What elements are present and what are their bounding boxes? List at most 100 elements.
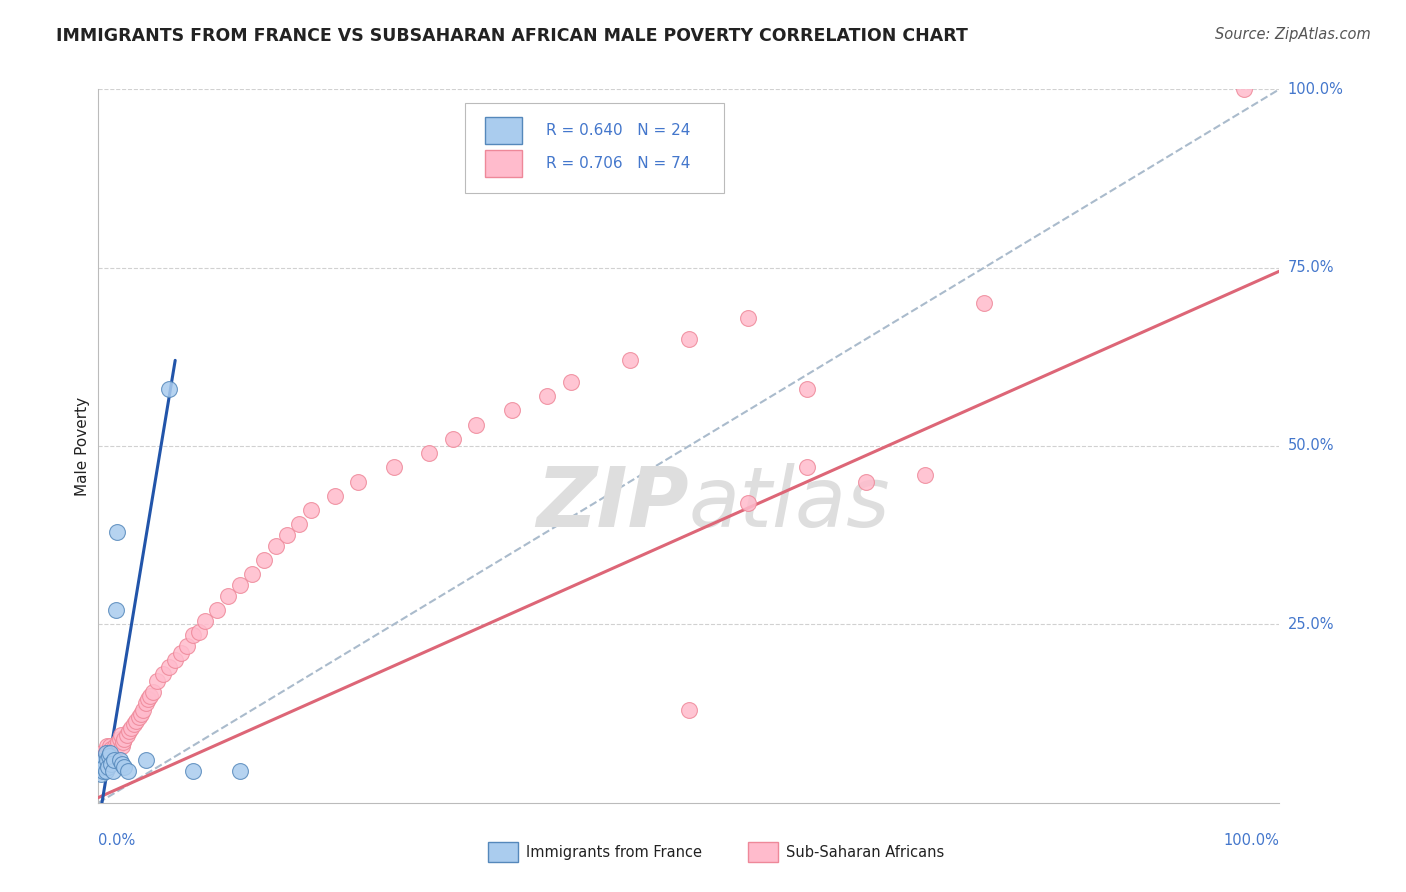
Text: R = 0.640   N = 24: R = 0.640 N = 24 xyxy=(546,123,690,138)
Point xyxy=(1233,82,1256,96)
Point xyxy=(382,460,405,475)
FancyBboxPatch shape xyxy=(464,103,724,193)
Point xyxy=(441,432,464,446)
Point xyxy=(288,517,311,532)
Point xyxy=(97,746,120,760)
Point xyxy=(105,742,128,756)
Point xyxy=(94,764,117,778)
Text: 100.0%: 100.0% xyxy=(1223,833,1279,848)
Point xyxy=(229,764,252,778)
Point xyxy=(118,724,141,739)
Text: 75.0%: 75.0% xyxy=(1288,260,1334,275)
Point xyxy=(98,746,121,760)
Point xyxy=(91,764,114,778)
Text: ZIP: ZIP xyxy=(536,463,689,543)
Point xyxy=(93,760,115,774)
Point xyxy=(796,460,818,475)
Point xyxy=(104,739,127,753)
Bar xyxy=(748,842,778,862)
Point xyxy=(299,503,322,517)
Point xyxy=(418,446,440,460)
Point xyxy=(122,717,145,731)
Point xyxy=(536,389,558,403)
Point xyxy=(176,639,198,653)
Point xyxy=(132,703,155,717)
Text: Source: ZipAtlas.com: Source: ZipAtlas.com xyxy=(1215,27,1371,42)
Point xyxy=(100,742,122,756)
Point xyxy=(240,567,263,582)
Point xyxy=(181,764,204,778)
Point xyxy=(111,739,134,753)
Point xyxy=(93,749,115,764)
Text: R = 0.706   N = 74: R = 0.706 N = 74 xyxy=(546,156,690,171)
Point xyxy=(94,746,117,760)
Point xyxy=(737,310,759,325)
Text: 0.0%: 0.0% xyxy=(98,833,135,848)
Point xyxy=(103,746,125,760)
Text: Sub-Saharan Africans: Sub-Saharan Africans xyxy=(786,845,943,860)
Point xyxy=(129,706,152,721)
Point xyxy=(98,746,121,760)
Point xyxy=(253,553,276,567)
Bar xyxy=(488,842,517,862)
Text: 25.0%: 25.0% xyxy=(1288,617,1334,632)
Point xyxy=(105,524,128,539)
Point xyxy=(91,753,114,767)
Point xyxy=(678,703,700,717)
Y-axis label: Male Poverty: Male Poverty xyxy=(75,396,90,496)
Point xyxy=(98,753,121,767)
Text: 50.0%: 50.0% xyxy=(1288,439,1334,453)
Point xyxy=(105,739,128,753)
Point xyxy=(108,753,131,767)
Point xyxy=(619,353,641,368)
Point xyxy=(90,767,112,781)
Point xyxy=(115,728,138,742)
Point xyxy=(229,578,252,592)
Point xyxy=(165,653,187,667)
Point xyxy=(91,746,114,760)
Bar xyxy=(485,117,523,145)
Point xyxy=(135,753,157,767)
Point xyxy=(112,731,135,746)
Point xyxy=(108,731,131,746)
Text: Immigrants from France: Immigrants from France xyxy=(526,845,702,860)
Text: IMMIGRANTS FROM FRANCE VS SUBSAHARAN AFRICAN MALE POVERTY CORRELATION CHART: IMMIGRANTS FROM FRANCE VS SUBSAHARAN AFR… xyxy=(56,27,969,45)
Point xyxy=(152,667,174,681)
Point xyxy=(323,489,346,503)
Point xyxy=(117,764,139,778)
Point xyxy=(347,475,370,489)
Point xyxy=(112,760,135,774)
Point xyxy=(101,764,124,778)
Point xyxy=(157,382,180,396)
Point xyxy=(136,692,159,706)
Bar xyxy=(485,150,523,177)
Point xyxy=(125,714,148,728)
Point xyxy=(112,735,135,749)
Point xyxy=(914,467,936,482)
Point xyxy=(94,756,117,771)
Point xyxy=(97,760,120,774)
Point xyxy=(465,417,488,432)
Point xyxy=(107,735,129,749)
Point xyxy=(96,753,118,767)
Point xyxy=(146,674,169,689)
Point xyxy=(96,753,118,767)
Point xyxy=(264,539,287,553)
Point xyxy=(121,721,143,735)
Point xyxy=(142,685,165,699)
Point xyxy=(96,739,118,753)
Point xyxy=(678,332,700,346)
Text: 100.0%: 100.0% xyxy=(1288,82,1344,96)
Point xyxy=(97,749,120,764)
Point xyxy=(194,614,217,628)
Point xyxy=(103,753,125,767)
Point xyxy=(101,749,124,764)
Point xyxy=(110,728,132,742)
Point xyxy=(135,696,157,710)
Point xyxy=(205,603,228,617)
Point xyxy=(170,646,193,660)
Point xyxy=(128,710,150,724)
Point xyxy=(94,746,117,760)
Point xyxy=(157,660,180,674)
Point xyxy=(91,756,114,771)
